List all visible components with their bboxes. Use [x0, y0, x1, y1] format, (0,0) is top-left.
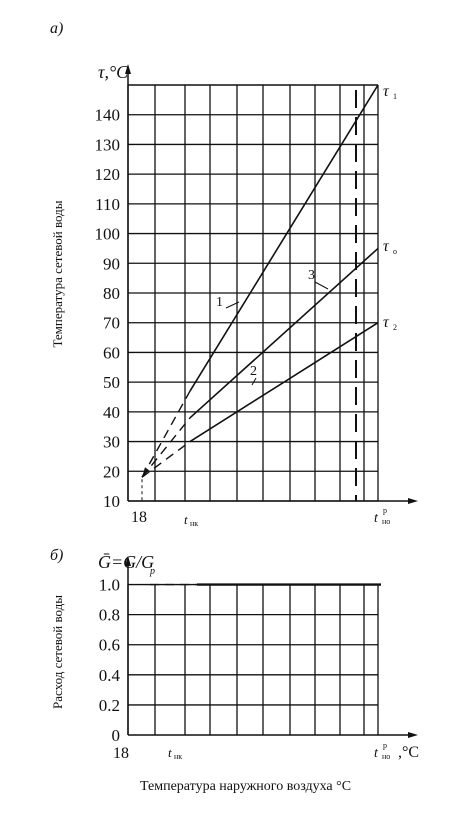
- series-2-solid-segment: [189, 322, 379, 443]
- series-0-solid-segment: [189, 84, 379, 392]
- curve-2-number: 2: [250, 364, 257, 379]
- series-label-tau2-sub: 2: [393, 323, 397, 332]
- panel-a-lines: [141, 84, 379, 478]
- series-label-tau0-sub: о: [393, 247, 397, 256]
- panel-a-ytick-label: 20: [103, 462, 120, 481]
- panel-b-xtick-tno-unit: ,°C: [398, 744, 419, 761]
- panel-a: а) τ,°C Температура сетевой воды 10 20 30 4…: [50, 20, 418, 528]
- series-label-tau2: τ 2: [383, 314, 397, 332]
- panel-a-ytick-label: 50: [103, 373, 120, 392]
- panel-b-ylabel: Расход сетевой воды: [50, 595, 65, 709]
- panel-a-x-arrow: [408, 498, 418, 504]
- panel-b-ytick-label: 1.0: [99, 576, 120, 595]
- panel-a-ytick-label: 80: [103, 284, 120, 303]
- panel-b-xtick-tno: t р но ,°C: [374, 741, 419, 761]
- panel-a-y-ticks: 10 20 30 40 50 60 70 80 90 100 110 120 130 140: [95, 106, 121, 511]
- panel-b-xtick-tnk-sub: нк: [174, 752, 182, 761]
- panel-b-ytick-label: 0.4: [99, 666, 121, 685]
- panel-b-xtick-tno-t: t: [374, 746, 379, 761]
- panel-a-y-arrow: [125, 64, 131, 74]
- panel-a-xtick-tnk-t: t: [184, 512, 188, 527]
- panel-a-ytick-label: 110: [95, 195, 120, 214]
- series-label-tau1-sub: 1: [393, 92, 397, 101]
- panel-a-ytick-label: 10: [103, 492, 120, 511]
- panel-b-y-axis-title-sub: р: [149, 566, 155, 577]
- panel-a-xtick-tnk-sub: нк: [190, 519, 198, 528]
- panel-b-y-ticks: 0 0.2 0.4 0.6 0.8 1.0: [99, 576, 121, 745]
- panel-b-xtick-tno-sub: но: [382, 752, 390, 761]
- panel-a-ytick-label: 30: [103, 433, 120, 452]
- panel-b-y-axis-title: Ḡ=G/G р: [98, 552, 155, 577]
- panel-b: б) Ḡ=G/G р Расход сетевой воды 0 0.2 0.4 0.…: [50, 547, 419, 794]
- panel-a-xtick-tno: t р но: [374, 506, 390, 526]
- curve-3-number: 3: [308, 268, 315, 283]
- curve-1-number: 1: [216, 295, 223, 310]
- panel-a-xtick-start: 18: [131, 509, 147, 526]
- panel-a-xtick-tnk: t нк: [184, 512, 198, 528]
- panel-a-ylabel: Температура сетевой воды: [50, 200, 65, 347]
- panel-b-ytick-label: 0.6: [99, 636, 120, 655]
- panel-a-ytick-label: 40: [103, 403, 120, 422]
- panel-a-origin-arrowhead: [142, 467, 149, 478]
- panel-b-ytick-label: 0: [112, 726, 121, 745]
- panel-a-ytick-label: 120: [95, 165, 121, 184]
- panel-a-ytick-label: 130: [95, 135, 121, 154]
- panel-b-xtick-tnk: t нк: [168, 745, 182, 761]
- panel-a-grid: [127, 84, 379, 502]
- panel-b-y-arrow: [125, 556, 131, 566]
- panel-b-ytick-label: 0.8: [99, 606, 120, 625]
- series-label-tau0: τ о: [383, 238, 397, 256]
- panel-b-label: б): [50, 547, 63, 564]
- panel-a-y-axis-title: τ,°C: [98, 62, 129, 82]
- panel-b-xtick-tnk-t: t: [168, 745, 172, 760]
- series-2-dashed-segment: [141, 441, 191, 478]
- panel-b-y-axis-title-main: Ḡ=G/G: [98, 552, 154, 572]
- curve-3-leader: [314, 281, 329, 290]
- series-label-tau1-t: τ: [383, 83, 390, 100]
- series-0-dashed-segment: [141, 390, 191, 478]
- series-label-tau2-t: τ: [383, 314, 390, 331]
- panel-a-ytick-label: 100: [95, 225, 121, 244]
- curve-1-leader: [225, 301, 240, 309]
- series-1-solid-segment: [189, 247, 379, 419]
- panel-a-xtick-tno-t: t: [374, 511, 379, 526]
- series-label-tau0-t: τ: [383, 238, 390, 255]
- series-1-dashed-segment: [141, 417, 191, 478]
- panel-a-ytick-label: 90: [103, 254, 120, 273]
- panel-a-xtick-tno-sub: но: [382, 517, 390, 526]
- panel-a-ytick-label: 140: [95, 106, 121, 125]
- panel-a-xtick-tno-sup: р: [383, 506, 387, 515]
- panel-b-xtick-start: 18: [113, 745, 129, 762]
- panel-a-ytick-label: 70: [103, 314, 120, 333]
- panel-b-xlabel: Температура наружного воздуха °C: [140, 779, 351, 794]
- panel-b-grid: [127, 583, 379, 735]
- panel-a-label: а): [50, 20, 63, 37]
- panel-b-xtick-tno-sup: р: [383, 741, 387, 750]
- panel-b-ytick-label: 0.2: [99, 696, 120, 715]
- series-label-tau1: τ 1: [383, 83, 397, 101]
- curve-2-leader: [251, 377, 257, 386]
- panel-a-ytick-label: 60: [103, 343, 120, 362]
- panel-b-x-arrow: [408, 732, 418, 738]
